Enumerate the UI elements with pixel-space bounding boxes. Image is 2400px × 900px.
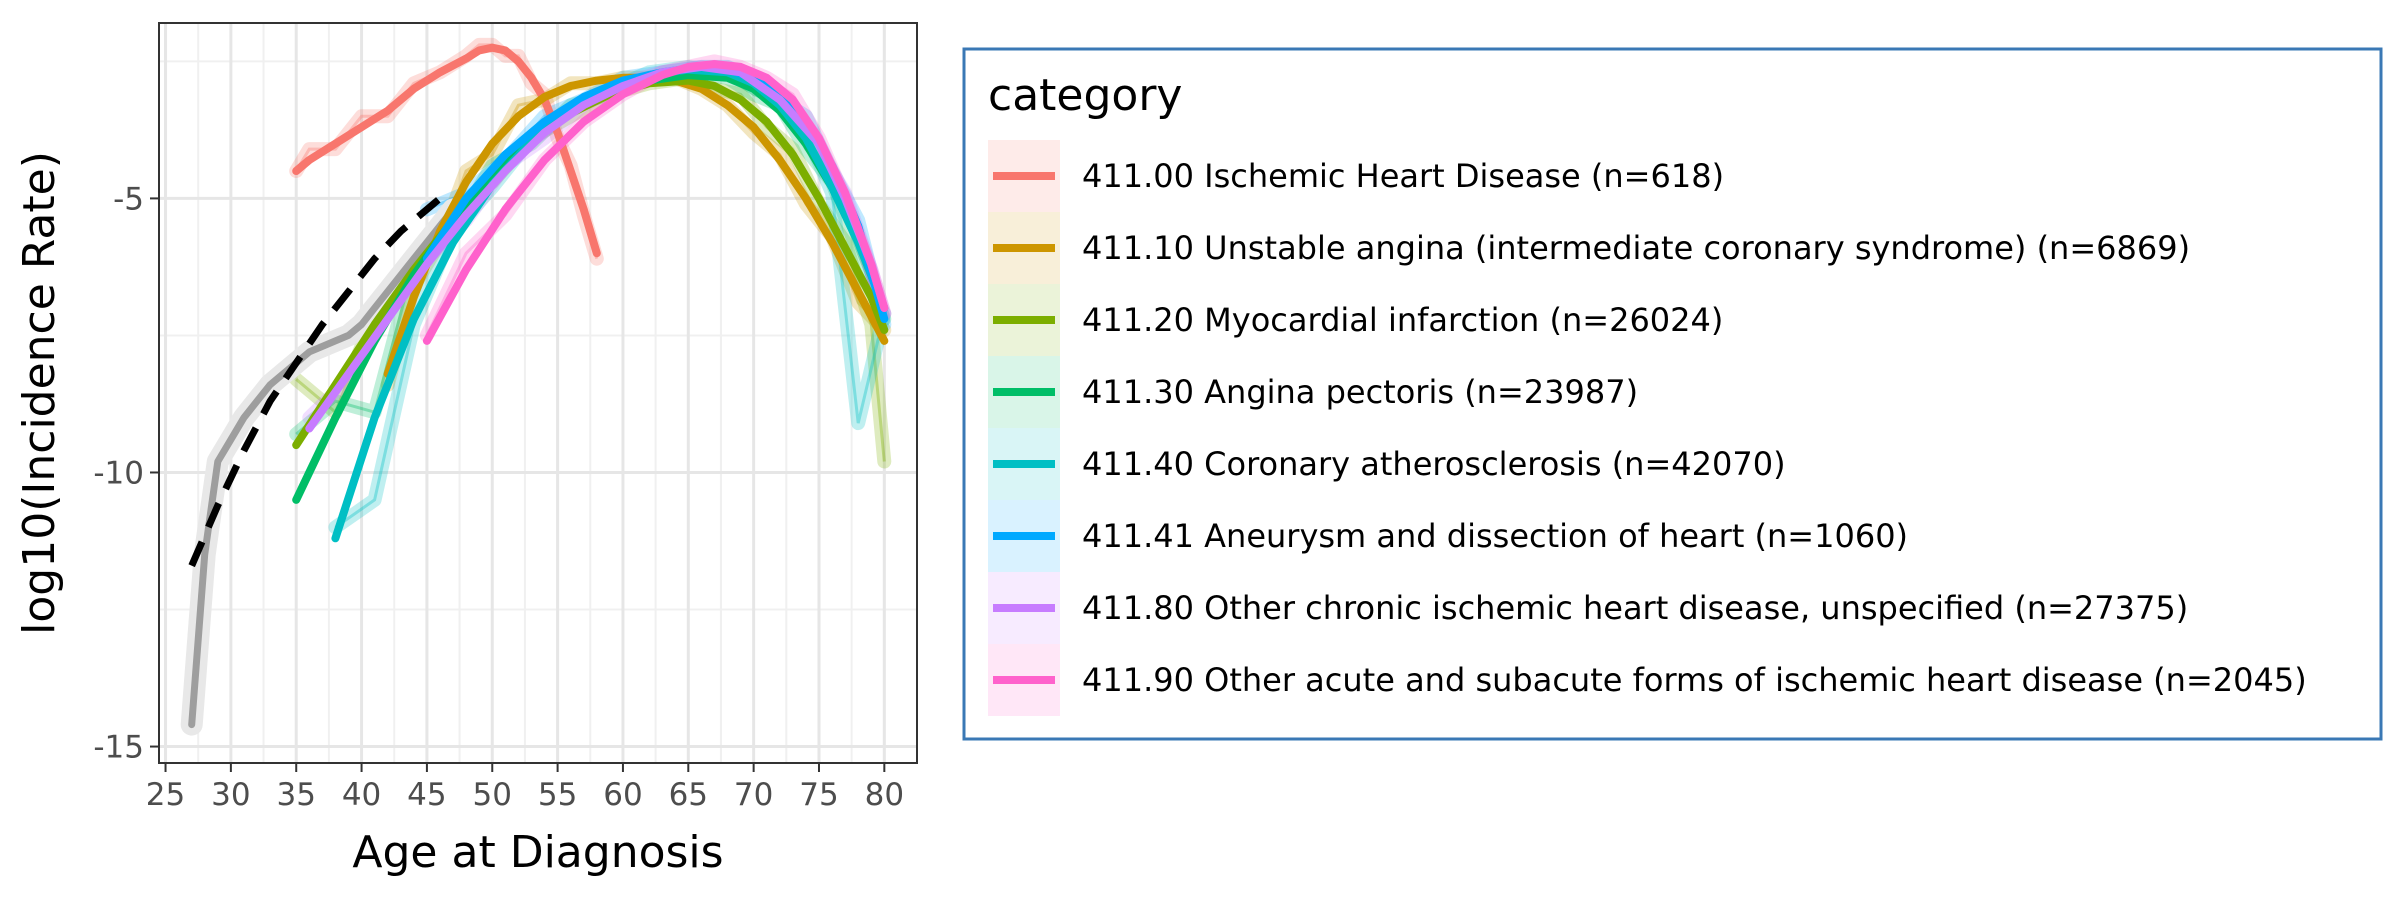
legend-label: 411.20 Myocardial infarction (n=26024) bbox=[1082, 301, 1723, 339]
legend-label: 411.41 Aneurysm and dissection of heart … bbox=[1082, 517, 1908, 555]
legend-items: 411.00 Ischemic Heart Disease (n=618) 411… bbox=[988, 140, 2307, 716]
overall-observed-line bbox=[188, 205, 457, 729]
x-tick-label: 50 bbox=[473, 777, 512, 813]
legend-label: 411.40 Coronary atherosclerosis (n=42070… bbox=[1082, 445, 1786, 483]
legend-item: 411.80 Other chronic ischemic heart dise… bbox=[988, 572, 2188, 644]
y-tick-label: -10 bbox=[93, 455, 144, 491]
legend-item: 411.10 Unstable angina (intermediate cor… bbox=[988, 212, 2190, 284]
legend-label: 411.10 Unstable angina (intermediate cor… bbox=[1082, 229, 2190, 267]
x-tick-label: 70 bbox=[734, 777, 773, 813]
series-line bbox=[422, 60, 889, 345]
legend-item: 411.90 Other acute and subacute forms of… bbox=[988, 644, 2307, 716]
x-tick-label: 80 bbox=[865, 777, 904, 813]
x-axis-title: Age at Diagnosis bbox=[352, 827, 723, 878]
legend-item: 411.40 Coronary atherosclerosis (n=42070… bbox=[988, 428, 1786, 500]
y-tick-label: -5 bbox=[113, 181, 144, 217]
fitted-series-lines bbox=[180, 43, 889, 736]
legend: category 411.00 Ischemic Heart Disease (… bbox=[962, 47, 2383, 741]
plot-panel bbox=[158, 22, 918, 764]
x-tick-label: 55 bbox=[538, 777, 577, 813]
legend-title: category bbox=[988, 70, 1182, 121]
legend-item: 411.20 Myocardial infarction (n=26024) bbox=[988, 284, 1723, 356]
series-line bbox=[292, 43, 601, 258]
legend-item: 411.41 Aneurysm and dissection of heart … bbox=[988, 500, 1908, 572]
y-axis-title: log10(Incidence Rate) bbox=[14, 151, 65, 635]
legend-label: 411.90 Other acute and subacute forms of… bbox=[1082, 661, 2307, 699]
x-tick-label: 30 bbox=[211, 777, 250, 813]
panel-border bbox=[158, 22, 918, 764]
y-tick-label: -15 bbox=[93, 730, 144, 766]
legend-label: 411.30 Angina pectoris (n=23987) bbox=[1082, 373, 1638, 411]
y-axis: -15 -10 -5 bbox=[93, 181, 159, 766]
legend-item: 411.30 Angina pectoris (n=23987) bbox=[988, 356, 1638, 428]
x-axis: 25 30 35 40 45 50 55 60 65 70 75 80 bbox=[146, 763, 904, 813]
overall-fit-dashed-line bbox=[188, 195, 443, 568]
x-tick-label: 60 bbox=[603, 777, 642, 813]
x-tick-label: 75 bbox=[799, 777, 838, 813]
legend-box bbox=[962, 47, 2383, 741]
x-tick-label: 45 bbox=[407, 777, 446, 813]
x-tick-label: 35 bbox=[276, 777, 315, 813]
x-tick-label: 40 bbox=[342, 777, 381, 813]
legend-label: 411.00 Ischemic Heart Disease (n=618) bbox=[1082, 157, 1724, 195]
legend-item: 411.00 Ischemic Heart Disease (n=618) bbox=[988, 140, 1724, 212]
x-tick-label: 25 bbox=[146, 777, 185, 813]
legend-label: 411.80 Other chronic ischemic heart dise… bbox=[1082, 589, 2188, 627]
x-tick-label: 65 bbox=[669, 777, 708, 813]
